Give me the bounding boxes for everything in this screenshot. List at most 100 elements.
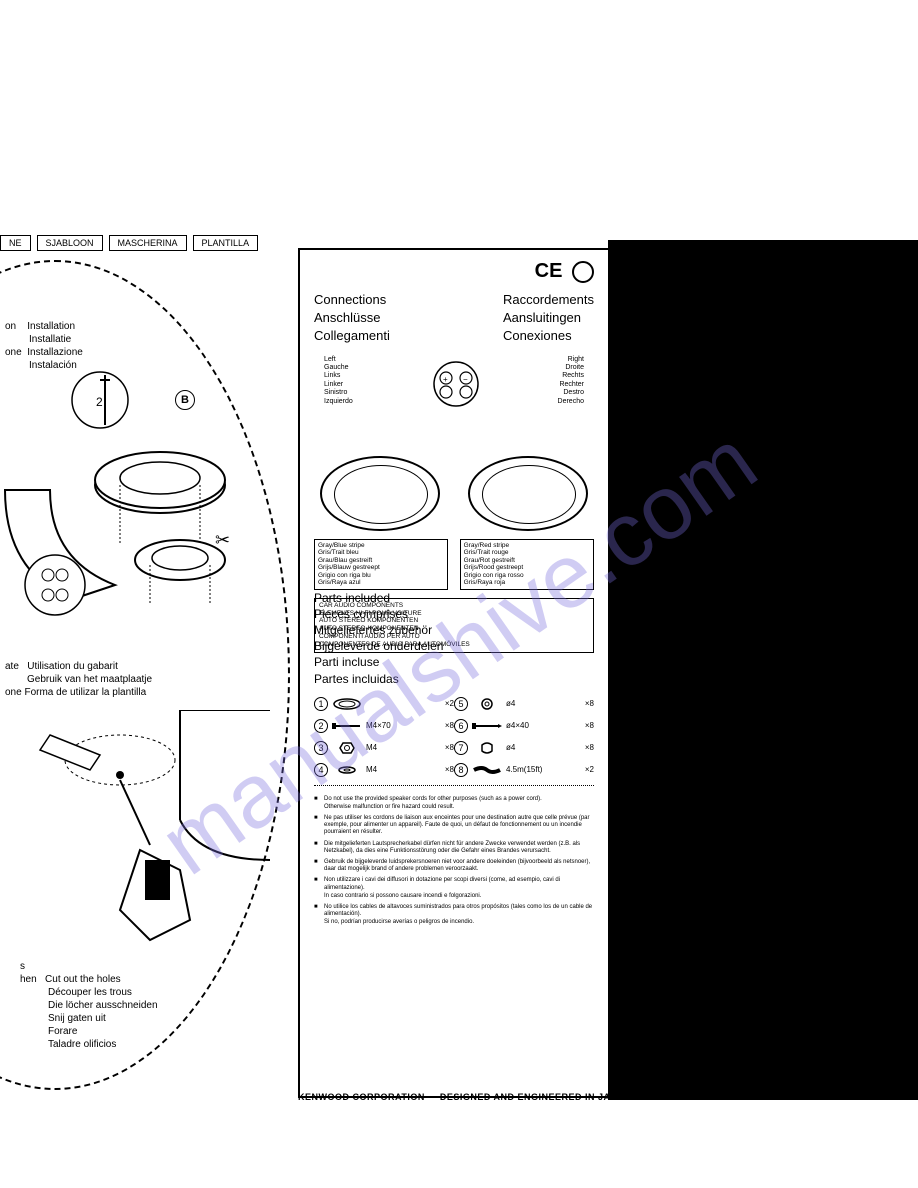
wl-5: Gris/Raya azul xyxy=(318,579,444,586)
part-spec-3: M4 xyxy=(366,743,441,752)
part-num-3: 3 xyxy=(314,741,328,755)
svg-text:−: − xyxy=(463,375,468,384)
warn-0: Do not use the provided speaker cords fo… xyxy=(314,796,594,803)
ph-5: Partes incluidas xyxy=(314,671,594,687)
left-speaker-icon xyxy=(320,456,440,531)
svg-text:2: 2 xyxy=(96,395,103,409)
template-usage-labels: ate Utilisation du gabarit Gebruik van h… xyxy=(5,660,152,699)
warnings-block: Do not use the provided speaker cords fo… xyxy=(314,796,594,927)
parts-row-4: 4 M4 ×8 8 4.5m(15ft) ×2 xyxy=(314,763,594,777)
clip-icon xyxy=(472,741,502,755)
cut-hole-labels: s hen Cut out the holes Découper les tro… xyxy=(20,960,158,1051)
warn-3: Gebruik de bijgeleverde luidsprekersnoer… xyxy=(314,859,594,873)
tab-sjabloon: SJABLOON xyxy=(37,235,103,251)
part-spec-4: M4 xyxy=(366,765,441,774)
ca-0: CAR AUDIO COMPONENTS xyxy=(319,602,589,610)
ca-1: ELEMENTS HI-FI POUR VOITURE xyxy=(319,610,589,618)
footer-note: DESIGNED AND ENGINEERED IN JAPAN xyxy=(440,1092,631,1102)
tab-ne: NE xyxy=(0,235,31,251)
install-prefix-1: on xyxy=(5,321,16,332)
wl-4: Grigio con riga blu xyxy=(318,572,444,579)
left-template-panel: on Installation Installatie one Installa… xyxy=(0,260,300,1100)
parts-row-1: 1 ×2 5 ø4 ×8 xyxy=(314,697,594,711)
gasket-icon xyxy=(332,697,362,711)
installation-labels: on Installation Installatie one Installa… xyxy=(5,320,83,372)
svg-text:+: + xyxy=(443,375,448,384)
connections-col-2: Raccordements Aansluitingen Conexiones xyxy=(503,291,594,346)
part-num-1: 1 xyxy=(314,697,328,711)
conn-h-3: Raccordements xyxy=(503,291,594,309)
ce-mark-row: CE xyxy=(314,260,594,283)
part-qty-8: ×2 xyxy=(585,765,594,774)
warn-2: Die mitgelieferten Lautsprecherkabel dür… xyxy=(314,841,594,855)
recycle-icon xyxy=(572,261,594,283)
template-prefix-2: one xyxy=(5,687,22,698)
wiring-diagram: Left Gauche Links Linker Sinistro Izquie… xyxy=(314,356,594,576)
part-num-5: 5 xyxy=(454,697,468,711)
warn-1: Ne pas utiliser les cordons de liaison a… xyxy=(314,815,594,837)
parts-grid: 1 ×2 5 ø4 ×8 2 M4×70 ×8 6 ø4×40 xyxy=(314,697,594,777)
connections-panel: CE Connections Anschlüsse Collegamenti R… xyxy=(298,248,610,1098)
scan-black-strip xyxy=(608,240,918,1100)
wl-3: Grijs/Blauw gestreept xyxy=(318,564,444,571)
wr-0: Gray/Red stripe xyxy=(464,542,590,549)
part-num-6: 6 xyxy=(454,719,468,733)
screw-icon xyxy=(472,719,502,733)
template-label-3: Forma de utilizar la plantilla xyxy=(24,687,146,698)
warn-4-sub: In caso contrario si possono causare inc… xyxy=(314,893,594,900)
cut-label-6: Taladre olificios xyxy=(20,1038,158,1051)
conn-h-5: Conexiones xyxy=(503,327,594,345)
scissors-icon: ✂ xyxy=(215,530,230,551)
cut-label-1: Cut out the holes xyxy=(45,974,121,985)
warn-5-sub: Si no, podrían producirse averías o peli… xyxy=(314,919,594,926)
conn-h-0: Connections xyxy=(314,291,390,309)
bolt-icon xyxy=(332,719,362,733)
wr-5: Gris/Raya roja xyxy=(464,579,590,586)
divider xyxy=(314,785,594,786)
flat-washer-icon xyxy=(332,763,362,777)
ca-2: AUTO STEREO KOMPONENTEN xyxy=(319,617,589,625)
part-spec-7: ø4 xyxy=(506,743,581,752)
warn-5: No utilice los cables de altavoces sumin… xyxy=(314,904,594,918)
top-tab-row: NE SJABLOON MASCHERINA PLANTILLA xyxy=(0,235,258,251)
install-label-3: Installazione xyxy=(27,347,83,358)
conn-h-4: Aansluitingen xyxy=(503,309,594,327)
cut-prefix-1: s xyxy=(20,960,158,973)
cut-label-3: Die löcher ausschneiden xyxy=(20,999,158,1012)
wr-1: Gris/Trait rouge xyxy=(464,549,590,556)
cut-prefix-2: hen xyxy=(20,974,37,985)
drill-diagram xyxy=(20,710,270,960)
part-spec-2: M4×70 xyxy=(366,721,441,730)
warn-4: Non utilizzare i cavi dei diffusori in d… xyxy=(314,877,594,891)
wr-2: Grau/Rot gestreift xyxy=(464,557,590,564)
wl-1: Gris/Trait bleu xyxy=(318,549,444,556)
part-qty-6: ×8 xyxy=(585,721,594,730)
cut-label-2: Découper les trous xyxy=(20,986,158,999)
part-num-2: 2 xyxy=(314,719,328,733)
conn-h-1: Anschlüsse xyxy=(314,309,390,327)
part-num-4: 4 xyxy=(314,763,328,777)
part-qty-4: ×8 xyxy=(445,765,454,774)
part-qty-7: ×8 xyxy=(585,743,594,752)
parts-row-3: 3 M4 ×8 7 ø4 ×8 xyxy=(314,741,594,755)
part-qty-1: ×2 xyxy=(445,699,454,708)
nut-icon xyxy=(332,741,362,755)
connections-header: Connections Anschlüsse Collegamenti Racc… xyxy=(314,291,594,346)
part-qty-5: ×8 xyxy=(585,699,594,708)
cut-label-5: Forare xyxy=(20,1025,158,1038)
parts-row-2: 2 M4×70 ×8 6 ø4×40 ×8 xyxy=(314,719,594,733)
wr-4: Grigio con riga rosso xyxy=(464,572,590,579)
part-num-8: 8 xyxy=(454,763,468,777)
ca-3: AUTO STEREO-KOMPONENTEN xyxy=(319,625,589,633)
speaker-install-diagram: 2 B xyxy=(0,370,280,630)
callout-b: B xyxy=(175,390,195,410)
ca-5: COMPONENTES DE AUDIO PARA AUTOMÓVILES xyxy=(319,641,589,649)
cut-label-4: Snij gaten uit xyxy=(20,1012,158,1025)
conn-h-2: Collegamenti xyxy=(314,327,390,345)
right-speaker-icon xyxy=(468,456,588,531)
car-audio-box: CAR AUDIO COMPONENTS ELEMENTS HI-FI POUR… xyxy=(314,598,594,653)
part-spec-8: 4.5m(15ft) xyxy=(506,765,581,774)
wr-3: Grijs/Rood gestreept xyxy=(464,564,590,571)
part-spec-6: ø4×40 xyxy=(506,721,581,730)
template-prefix-1: ate xyxy=(5,661,19,672)
